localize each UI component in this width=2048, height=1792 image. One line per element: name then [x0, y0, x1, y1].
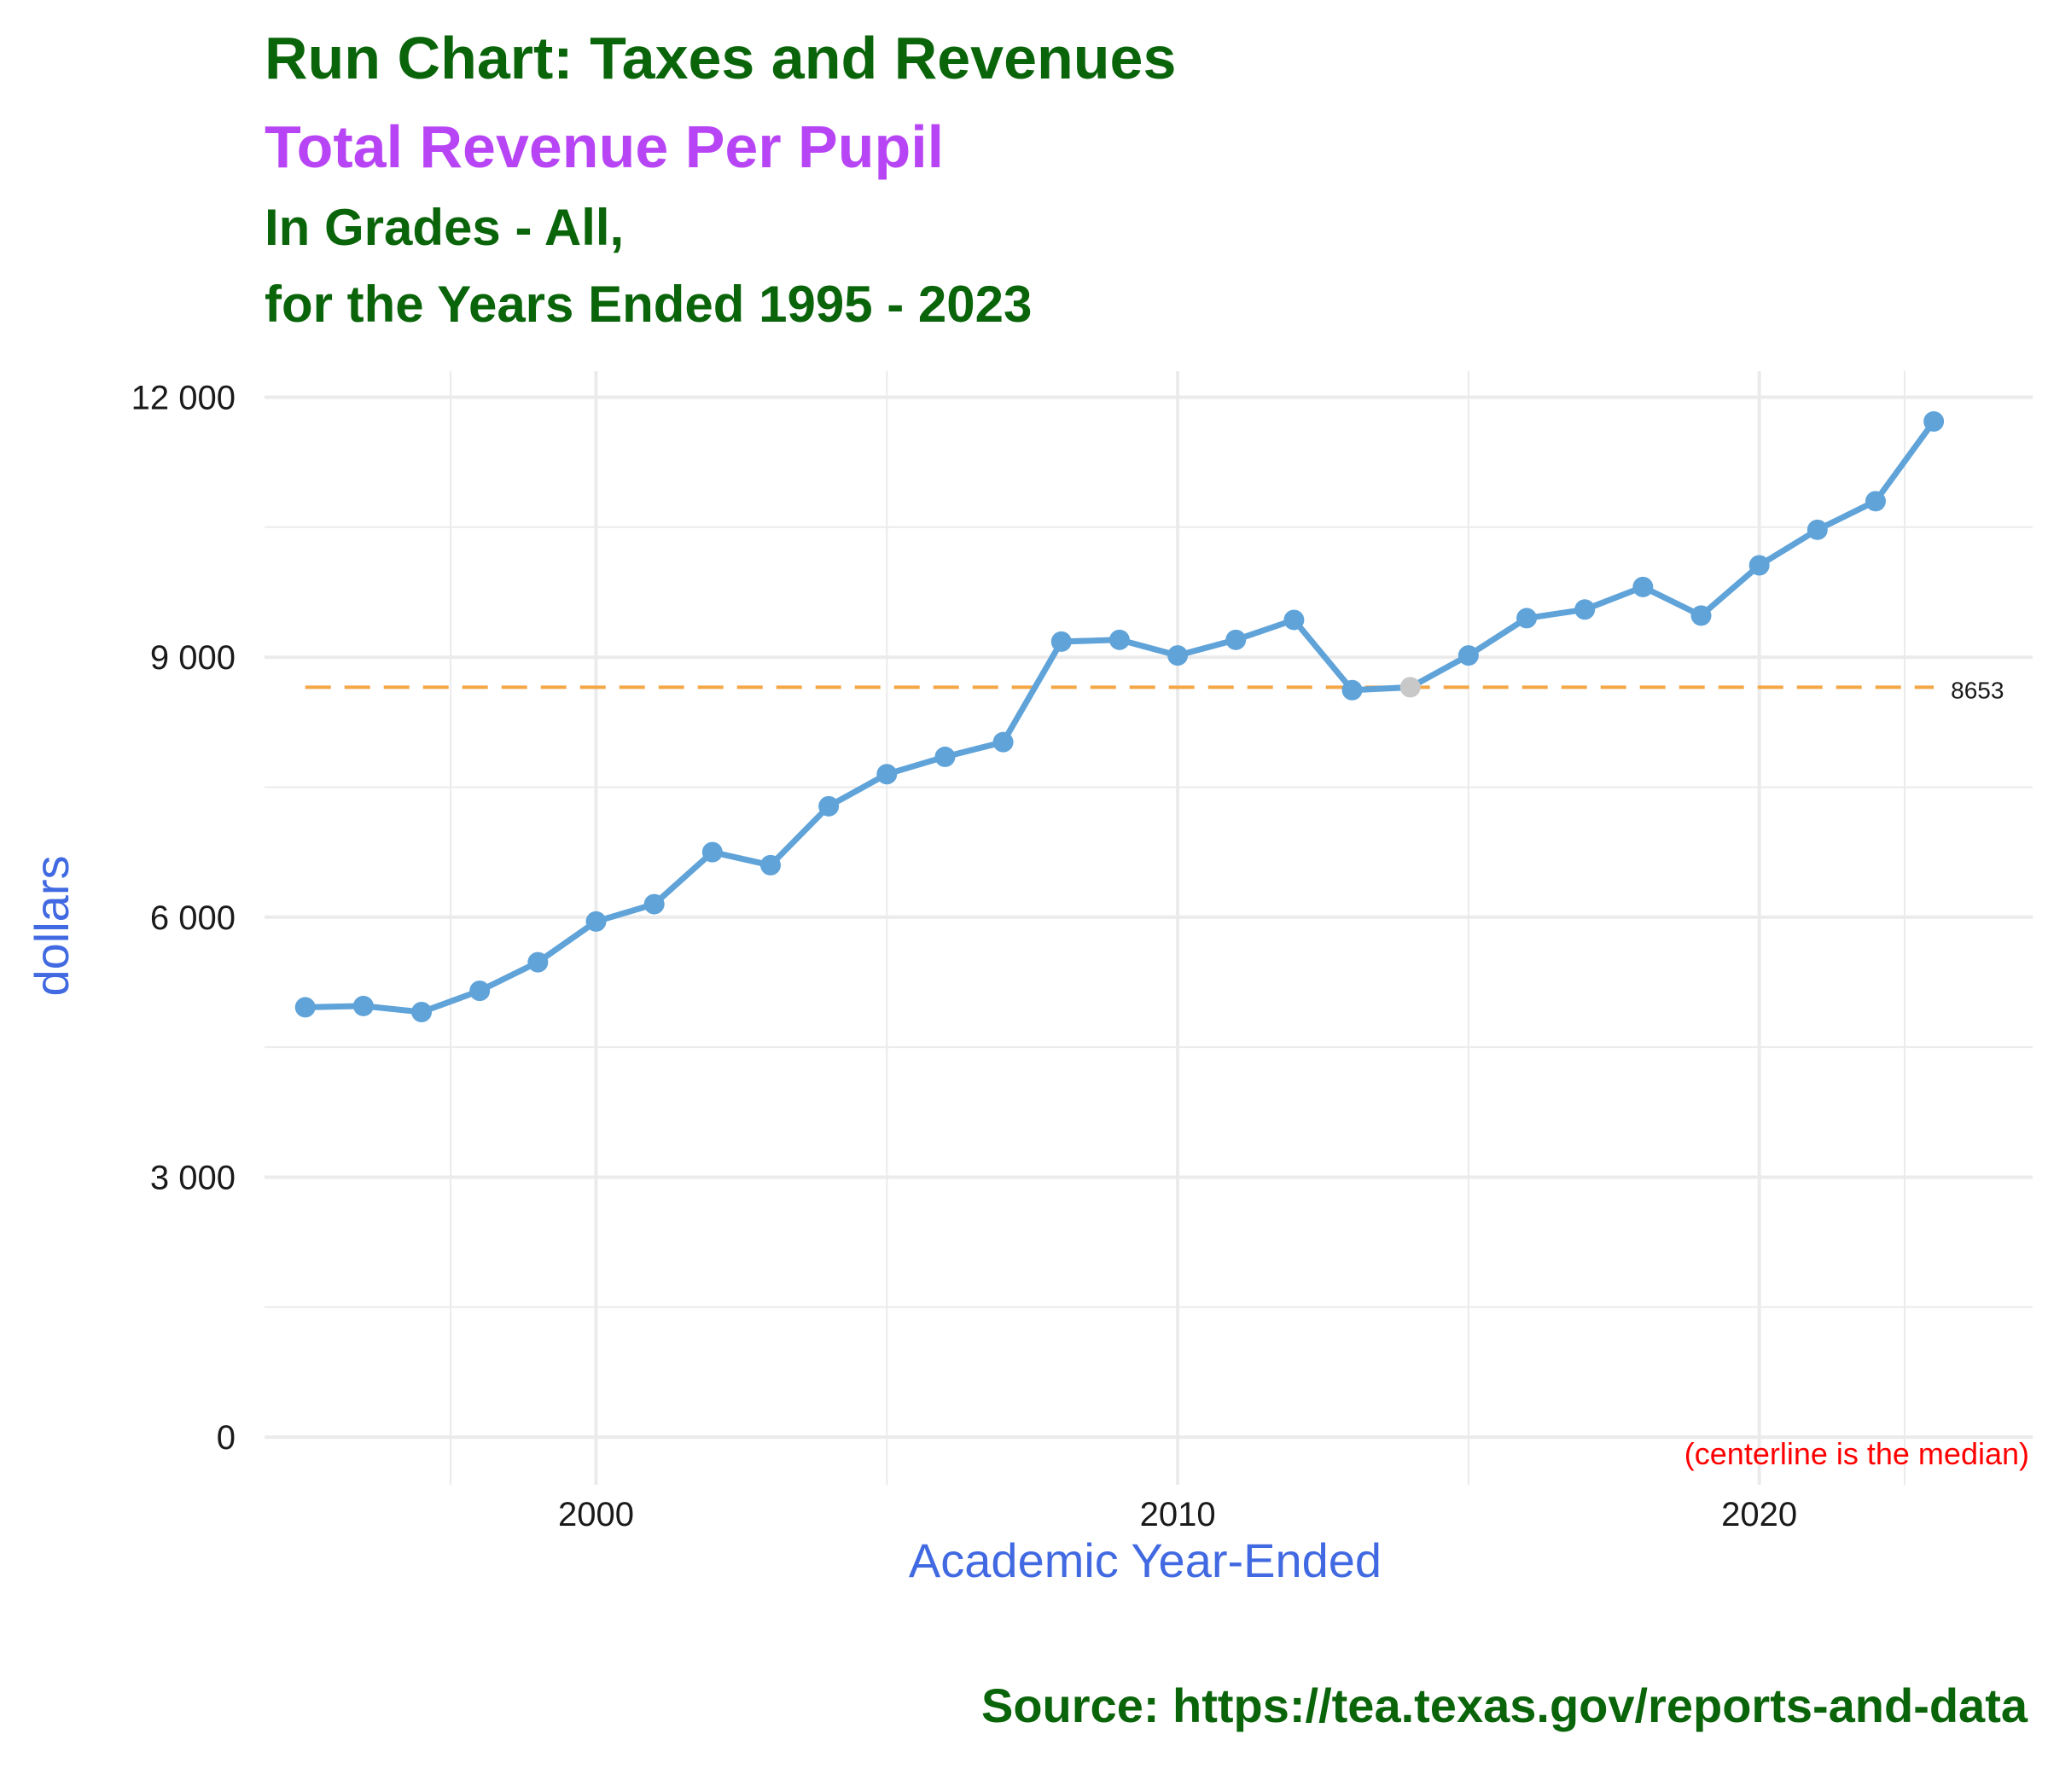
data-point	[1923, 410, 1945, 432]
y-tick-label: 6 000	[150, 899, 236, 937]
axis-ticks: 0 3 000 6 000 9 000 12 000 2000 2010 2020	[131, 379, 1797, 1533]
data-point	[585, 911, 607, 932]
highlight-data-point	[1399, 677, 1421, 698]
data-point	[1050, 631, 1072, 652]
data-point	[1807, 519, 1828, 540]
y-tick-label: 9 000	[150, 639, 236, 677]
chart-subtitle: Total Revenue Per Pupil	[265, 113, 945, 180]
data-point	[701, 841, 723, 863]
chart-title: Run Chart: Taxes and Revenues	[265, 25, 1177, 91]
data-point	[1108, 629, 1130, 650]
data-point	[1632, 576, 1654, 597]
series-group	[294, 410, 1945, 1023]
data-point	[411, 1002, 433, 1023]
chart-subtitle-years: for the Years Ended 1995 - 2023	[265, 276, 1033, 333]
series-line	[305, 419, 1936, 1015]
data-point	[818, 795, 840, 817]
y-tick-label: 0	[217, 1419, 236, 1457]
y-axis-label: dollars	[25, 856, 79, 997]
grid-lines	[265, 371, 2033, 1485]
median-note: (centerline is the median)	[1684, 1436, 2029, 1471]
x-tick-label: 2010	[1140, 1496, 1216, 1533]
x-tick-label: 2020	[1721, 1496, 1797, 1533]
data-point	[934, 746, 956, 767]
data-point	[1457, 645, 1479, 666]
chart-subtitle-grades: In Grades - All,	[265, 199, 625, 256]
data-point	[643, 893, 665, 915]
median-centerline-group: 8653	[305, 677, 2004, 703]
data-point	[469, 980, 491, 1002]
centerline-value-label: 8653	[1951, 677, 2004, 703]
data-point	[876, 764, 898, 785]
data-point	[1341, 679, 1363, 701]
data-point	[1574, 599, 1596, 620]
data-point	[759, 854, 781, 876]
data-point	[992, 731, 1014, 753]
data-point	[352, 995, 374, 1016]
data-point	[1225, 629, 1247, 650]
x-tick-label: 2000	[558, 1496, 634, 1533]
x-axis-label: Academic Year-Ended	[909, 1533, 1382, 1587]
y-tick-label: 12 000	[131, 379, 236, 416]
data-point	[294, 997, 316, 1018]
data-point	[1283, 609, 1305, 631]
data-point	[1748, 555, 1770, 576]
data-point	[1865, 491, 1886, 512]
data-point	[1690, 605, 1712, 626]
source-citation: Source: https://tea.texas.gov/reports-an…	[980, 1679, 2028, 1732]
data-point	[527, 951, 549, 973]
data-point	[1167, 645, 1189, 666]
y-tick-label: 3 000	[150, 1159, 236, 1196]
data-point	[1516, 608, 1538, 629]
